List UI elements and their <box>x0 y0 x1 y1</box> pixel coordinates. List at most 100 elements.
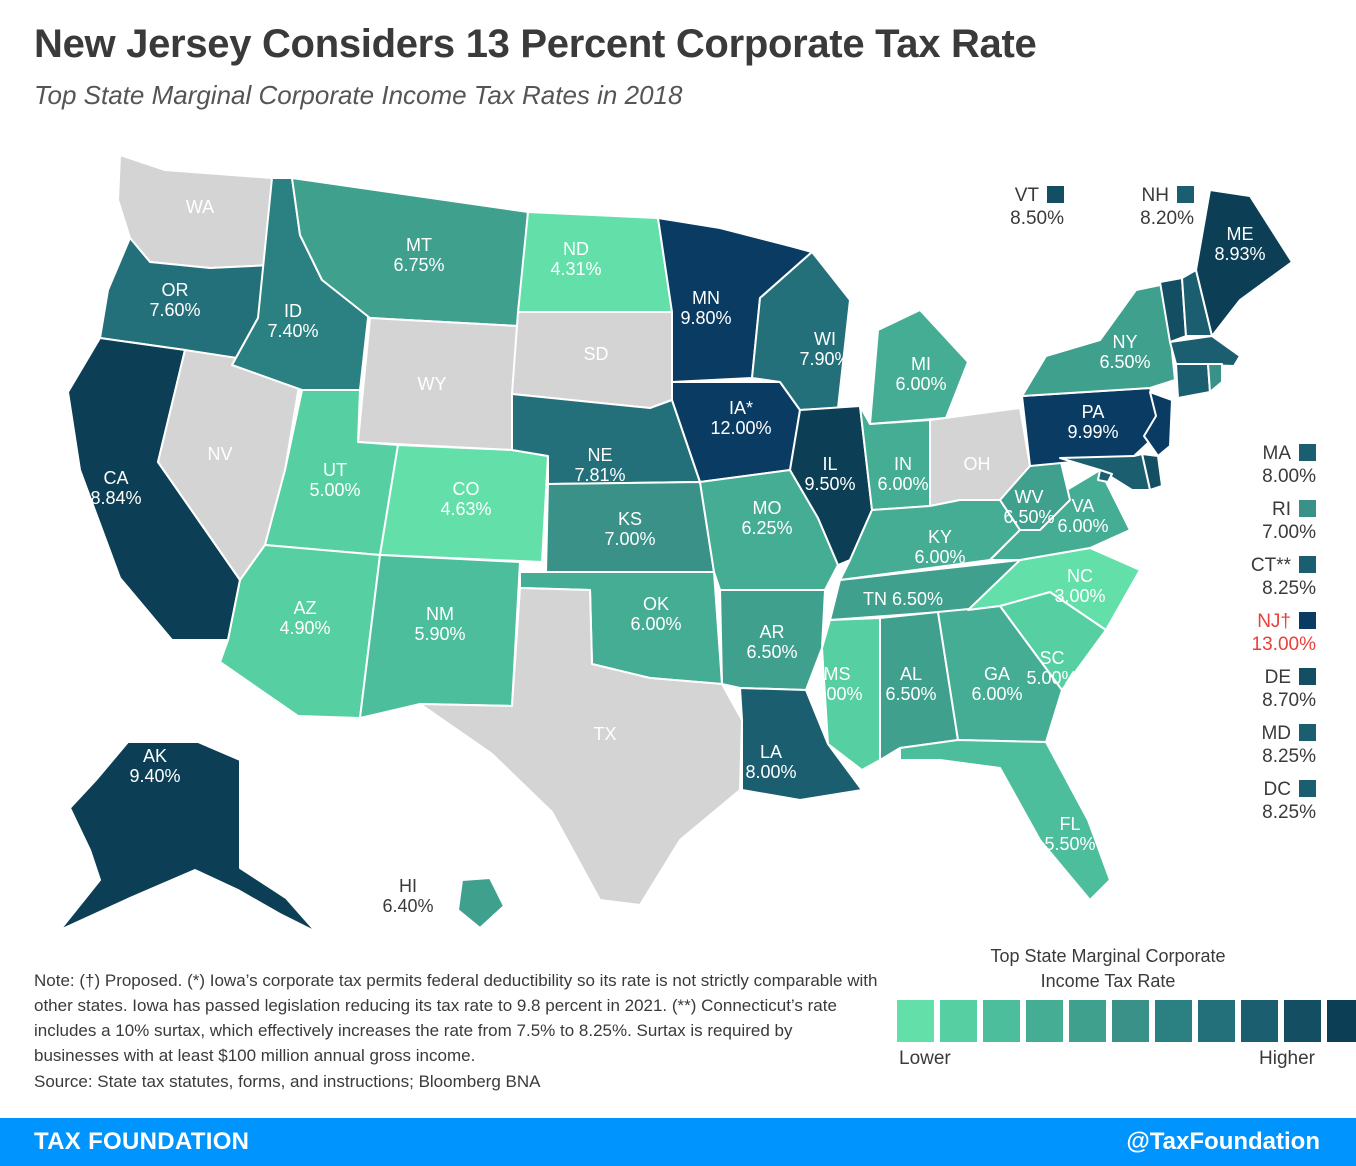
legend-swatch <box>1155 1000 1192 1042</box>
state-rate-MN: 9.80% <box>680 308 731 328</box>
state-label-UT: UT <box>323 460 347 480</box>
state-rate-WI: 7.90% <box>799 349 850 369</box>
state-label-MT: MT <box>406 235 432 255</box>
state-label-HI: HI <box>399 876 417 896</box>
state-label-MS: MS <box>824 664 851 684</box>
state-MA[interactable] <box>1169 335 1241 367</box>
small-state-MA: MA 8.00% <box>1196 442 1316 488</box>
small-state-rate: 13.00% <box>1251 634 1316 655</box>
state-rate-NE: 7.81% <box>574 465 625 485</box>
state-label-TX: TX <box>593 724 616 744</box>
state-AK[interactable] <box>59 741 317 933</box>
state-rate-ND: 4.31% <box>550 259 601 279</box>
small-state-RI: RI 7.00% <box>1196 498 1316 544</box>
state-rate-HI: 6.40% <box>382 896 433 916</box>
legend-title: Top State Marginal Corporate Income Tax … <box>990 946 1226 991</box>
state-rate-KY: 6.00% <box>914 547 965 567</box>
state-rate-CO: 4.63% <box>440 499 491 519</box>
legend-swatch <box>1026 1000 1063 1042</box>
state-label-GA: GA <box>984 664 1010 684</box>
state-LA[interactable] <box>739 687 863 801</box>
legend-swatch <box>1241 1000 1278 1042</box>
state-rate-IN: 6.00% <box>877 474 928 494</box>
footer-bar: TAX FOUNDATION @TaxFoundation <box>0 1118 1356 1166</box>
small-state-swatch <box>1299 668 1316 685</box>
small-state-NJ: NJ† 13.00% <box>1196 610 1316 656</box>
state-DC[interactable] <box>1097 469 1113 483</box>
state-rate-OK: 6.00% <box>630 614 681 634</box>
small-state-DE: DE 8.70% <box>1196 666 1316 712</box>
small-state-VT: VT 8.50% <box>944 184 1064 230</box>
state-label-ND: ND <box>563 239 589 259</box>
state-rate-GA: 6.00% <box>971 684 1022 704</box>
legend-swatch <box>1112 1000 1149 1042</box>
state-RI[interactable] <box>1207 363 1223 393</box>
state-label-WA: WA <box>186 197 214 217</box>
small-state-code: MD <box>1261 723 1291 744</box>
small-state-code: DC <box>1263 779 1291 800</box>
state-TX[interactable] <box>419 587 743 906</box>
state-rate-OR: 7.60% <box>149 300 200 320</box>
small-state-code: MA <box>1262 443 1292 464</box>
legend-lower-label: Lower <box>899 1048 951 1069</box>
small-state-rate: 7.00% <box>1262 522 1316 543</box>
state-CO[interactable] <box>379 444 549 563</box>
state-CT[interactable] <box>1175 363 1211 399</box>
state-label-WV: WV <box>1015 487 1044 507</box>
small-state-swatch <box>1299 612 1316 629</box>
state-label-TN: TN 6.50% <box>863 589 943 609</box>
state-NY[interactable] <box>1021 283 1176 397</box>
legend-higher-label: Higher <box>1259 1048 1315 1069</box>
state-label-SC: SC <box>1039 648 1064 668</box>
state-label-OK: OK <box>643 594 669 614</box>
small-state-MD: MD 8.25% <box>1196 722 1316 768</box>
state-label-IN: IN <box>894 454 912 474</box>
small-state-code: VT <box>1014 185 1039 206</box>
state-MI[interactable] <box>869 309 969 425</box>
small-state-swatch <box>1299 724 1316 741</box>
state-rate-IA: 12.00% <box>710 418 771 438</box>
small-state-code: NJ† <box>1257 611 1291 632</box>
state-label-MI: MI <box>911 354 931 374</box>
small-state-rate: 8.50% <box>1010 208 1064 229</box>
state-label-SD: SD <box>583 344 608 364</box>
small-state-code: NH <box>1141 185 1169 206</box>
state-rate-WV: 6.50% <box>1003 507 1054 527</box>
state-label-AZ: AZ <box>293 598 316 618</box>
state-rate-SC: 5.00% <box>1026 668 1077 688</box>
small-state-NH: NH 8.20% <box>1074 184 1194 230</box>
state-label-NC: NC <box>1067 566 1093 586</box>
state-FL[interactable] <box>899 739 1111 901</box>
state-label-ID: ID <box>284 301 302 321</box>
footnote: Note: (†) Proposed. (*) Iowa’s corporate… <box>34 971 878 1065</box>
state-rate-ME: 8.93% <box>1214 244 1265 264</box>
state-rate-NM: 5.90% <box>414 624 465 644</box>
state-label-ME: ME <box>1227 224 1254 244</box>
state-HI[interactable] <box>457 877 505 929</box>
social-handle[interactable]: @TaxFoundation <box>1126 1128 1320 1155</box>
small-state-rate: 8.25% <box>1262 746 1316 767</box>
state-rate-PA: 9.99% <box>1067 422 1118 442</box>
legend-swatch <box>1284 1000 1321 1042</box>
state-label-FL: FL <box>1059 814 1080 834</box>
state-rate-CA: 8.84% <box>90 488 141 508</box>
state-rate-FL: 5.50% <box>1044 834 1095 854</box>
state-label-NY: NY <box>1112 332 1137 352</box>
small-state-swatch <box>1047 186 1064 203</box>
small-state-CT: CT** 8.25% <box>1196 554 1316 600</box>
brand-name: TAX FOUNDATION <box>34 1128 250 1155</box>
state-rate-AL: 6.50% <box>885 684 936 704</box>
state-label-KY: KY <box>928 527 952 547</box>
small-state-swatch <box>1177 186 1194 203</box>
state-rate-UT: 5.00% <box>309 480 360 500</box>
small-state-swatch <box>1299 556 1316 573</box>
legend-color-scale <box>897 1000 1356 1042</box>
state-rate-NC: 3.00% <box>1054 586 1105 606</box>
state-label-IA: IA* <box>729 398 753 418</box>
small-state-DC: DC 8.25% <box>1196 778 1316 824</box>
small-state-rate: 8.20% <box>1140 208 1194 229</box>
state-label-VA: VA <box>1072 496 1095 516</box>
state-label-NV: NV <box>207 444 232 464</box>
legend-swatch <box>940 1000 977 1042</box>
state-rate-MT: 6.75% <box>393 255 444 275</box>
